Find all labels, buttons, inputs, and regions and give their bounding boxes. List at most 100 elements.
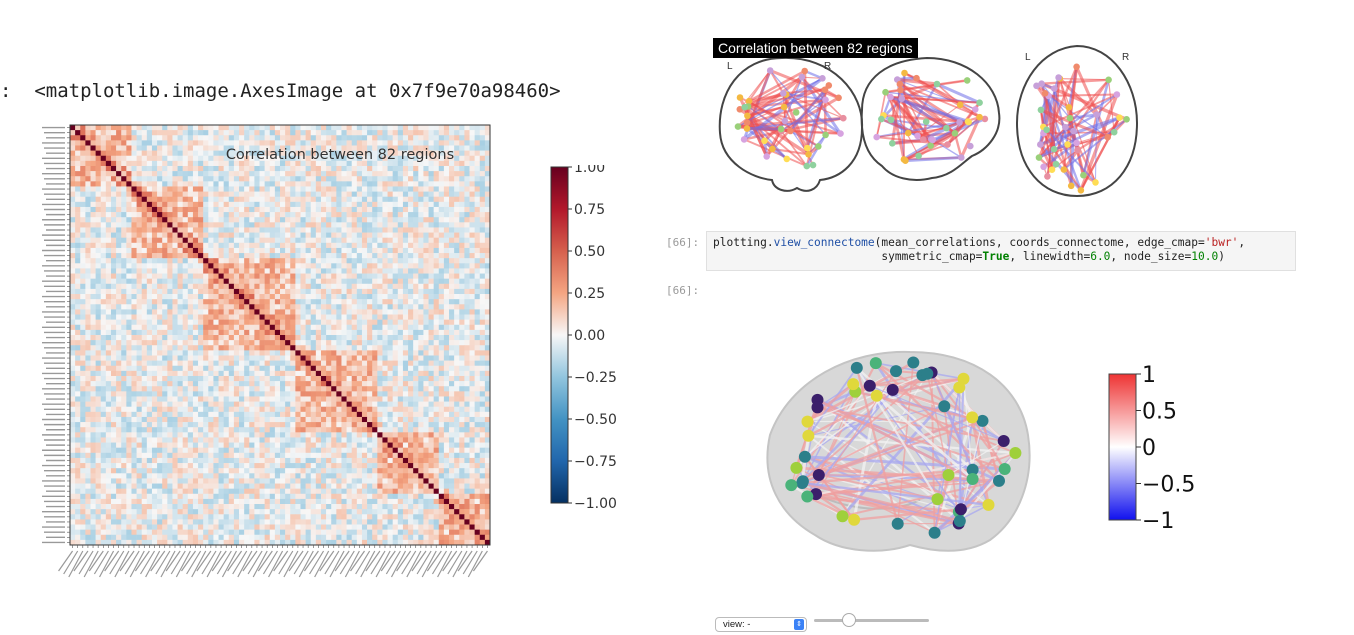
matrix-cell [208,171,214,177]
matrix-cell [95,335,102,341]
matrix-cell [464,125,470,131]
matrix-cell [336,247,342,254]
matrix-cell [141,329,148,336]
matrix-cell [75,401,81,408]
matrix-cell [361,135,368,141]
matrix-cell [198,340,204,346]
matrix-cell [484,135,491,141]
matrix-cell [177,196,183,203]
matrix-cell [392,212,399,218]
matrix-cell [187,396,194,402]
matrix-cell [377,206,383,213]
matrix-cell [259,340,265,346]
matrix-cell [239,263,245,269]
matrix-cell [80,258,86,264]
matrix-cell [146,135,153,141]
matrix-cell [269,416,276,423]
matrix-cell [377,201,383,208]
matrix-cell [131,273,137,279]
matrix-cell [346,314,353,320]
matrix-cell [116,155,122,162]
matrix-cell [192,217,199,223]
matrix-cell [105,329,112,336]
matrix-cell [402,268,409,274]
matrix-cell [423,125,429,131]
matrix-cell [372,160,378,167]
matrix-cell [310,319,317,326]
matrix-cell [105,206,112,213]
matrix-cell [459,130,465,136]
matrix-cell [382,355,388,361]
matrix-cell [110,155,117,162]
matrix-cell [254,370,260,377]
matrix-cell [198,206,204,213]
matrix-cell [474,314,481,320]
matrix-cell [100,171,107,177]
matrix-cell [402,401,409,408]
matrix-cell [126,283,132,290]
matrix-cell [484,324,491,331]
matrix-cell [397,381,404,387]
matrix-cell [469,268,475,274]
matrix-cell [367,258,373,264]
matrix-cell [484,165,491,172]
matrix-cell [418,263,424,269]
matrix-cell [454,247,460,254]
matrix-cell [254,217,260,223]
matrix-cell [479,186,486,192]
matrix-cell [310,335,317,341]
matrix-cell [464,375,470,382]
matrix-cell [438,201,445,208]
matrix-cell [223,130,230,136]
matrix-cell [228,370,235,377]
matrix-cell [280,242,286,249]
matrix-cell [382,212,388,218]
matrix-cell [479,288,486,295]
matrix-cell [438,375,445,382]
matrix-cell [110,196,117,203]
matrix-cell [131,171,137,177]
matrix-cell [387,125,393,131]
matrix-cell [341,268,347,274]
matrix-cell [459,140,465,146]
matrix-cell [100,345,107,351]
matrix-cell [402,427,409,433]
matrix-cell [433,375,440,382]
matrix-cell [484,345,491,351]
matrix-cell [402,283,409,290]
matrix-cell [382,145,388,151]
matrix-cell [151,340,158,346]
matrix-cell [223,319,230,326]
matrix-cell [192,140,199,146]
matrix-cell [361,324,368,331]
matrix-cell [172,314,178,320]
matrix-cell [326,370,332,377]
matrix-cell [223,355,230,361]
matrix-cell [305,422,312,428]
matrix-cell [382,268,388,274]
matrix-cell [90,365,96,372]
matrix-cell [331,145,337,151]
matrix-cell [264,212,271,218]
matrix-cell [295,396,301,402]
matrix-cell [418,283,424,290]
matrix-cell [346,217,353,223]
matrix-cell [249,355,255,361]
matrix-cell [295,391,301,397]
matrix-cell [443,176,450,182]
matrix-cell [198,155,204,162]
matrix-cell [131,278,137,285]
matrix-cell [146,422,153,428]
matrix-cell [223,258,230,264]
matrix-cell [438,406,445,413]
matrix-cell [167,345,173,351]
matrix-cell [254,196,260,203]
matrix-cell [100,350,107,356]
matrix-cell [464,278,470,285]
matrix-cell [223,150,230,157]
matrix-cell [449,396,455,402]
matrix-cell [285,263,291,269]
matrix-cell [454,319,460,326]
matrix-cell [274,381,281,387]
matrix-cell [397,212,404,218]
